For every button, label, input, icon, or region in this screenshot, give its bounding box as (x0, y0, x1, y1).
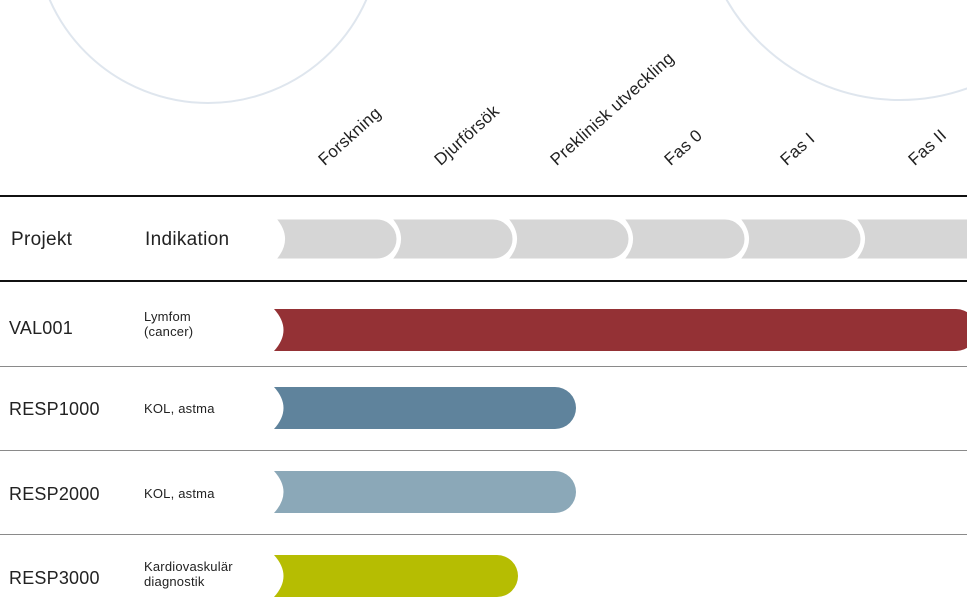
phase-track-segment (850, 216, 967, 262)
project-indication: Kardiovaskulär diagnostik (144, 559, 233, 589)
phase-track-segment (618, 216, 748, 262)
project-code: RESP2000 (9, 484, 100, 504)
phase-track-segment (270, 216, 400, 262)
decor-circle-left (48, 0, 368, 104)
phase-track-segment (502, 216, 632, 262)
project-code: VAL001 (9, 318, 73, 338)
project-indication: KOL, astma (144, 486, 215, 501)
project-bar (274, 309, 967, 351)
project-indication: Lymfom (cancer) (144, 309, 194, 339)
row-divider (0, 366, 967, 367)
project-indication: KOL, astma (144, 401, 215, 416)
project-code: RESP1000 (9, 399, 100, 419)
column-header-indication: Indikation (145, 229, 230, 250)
column-header-project: Projekt (11, 229, 73, 250)
row-divider (0, 450, 967, 451)
project-bar (274, 471, 576, 513)
phase-track-segment (734, 216, 864, 262)
project-bar (274, 387, 576, 429)
phase-track-segment (386, 216, 516, 262)
project-code: RESP3000 (9, 568, 100, 588)
row-divider (0, 534, 967, 535)
header-top-rule (0, 195, 967, 197)
project-bar (274, 555, 518, 597)
header-bottom-rule (0, 280, 967, 282)
decor-circle-right (725, 0, 967, 101)
